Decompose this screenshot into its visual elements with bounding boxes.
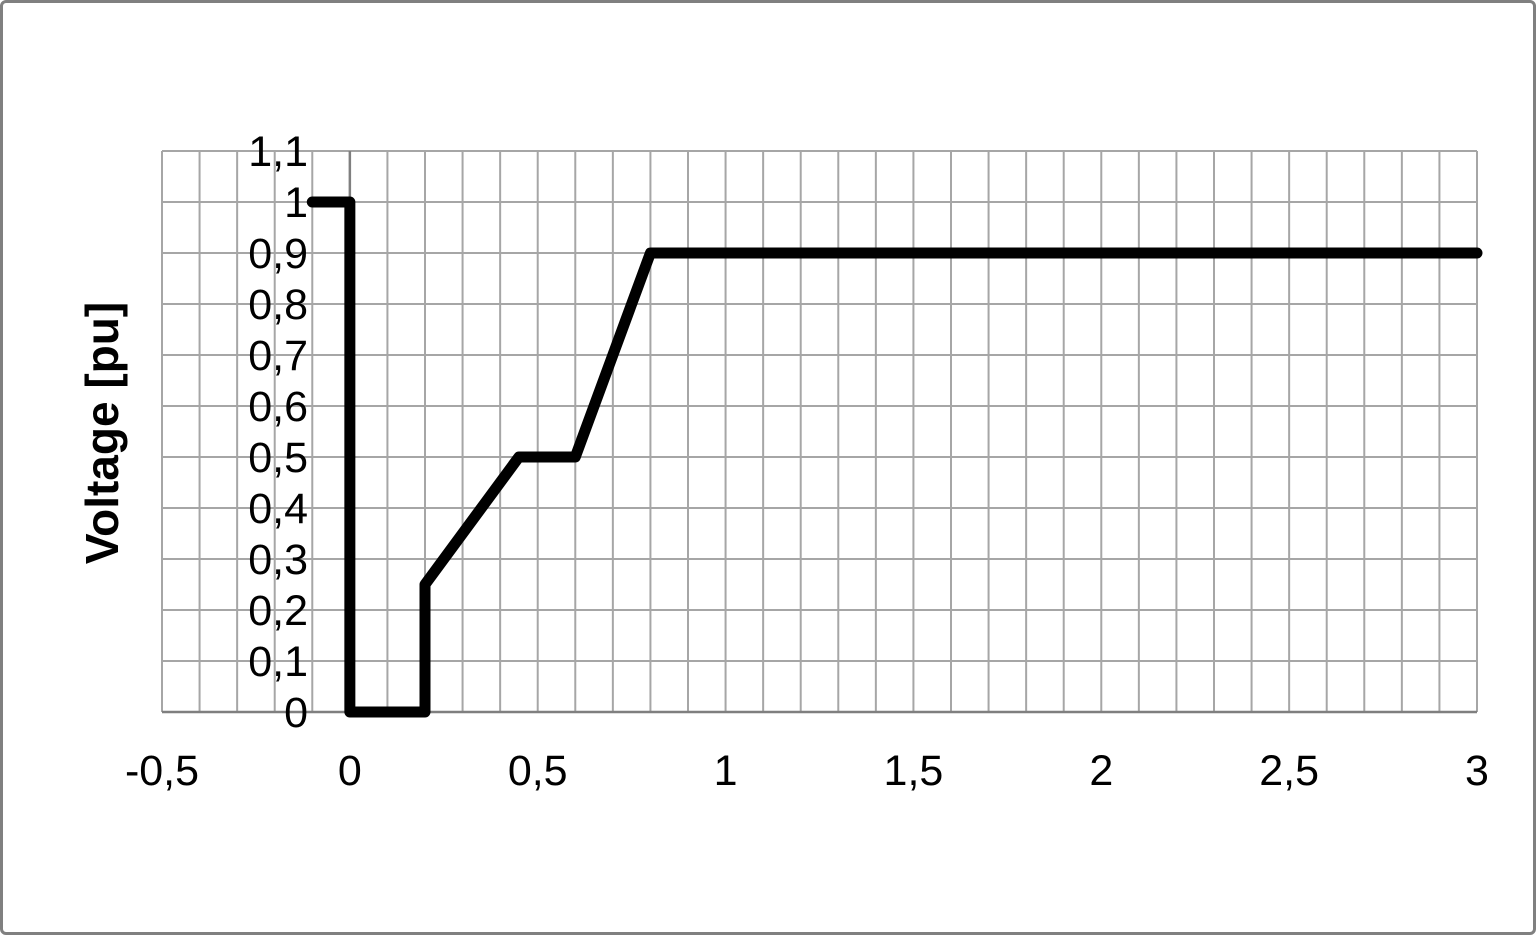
y-tick-label: 1,1 xyxy=(248,128,308,176)
x-tick-label: 0,5 xyxy=(508,747,568,795)
x-tick-label: -0,5 xyxy=(125,747,199,795)
x-tick-label: 2 xyxy=(1089,747,1113,795)
curve-layer xyxy=(306,196,1483,718)
y-tick-label: 0,4 xyxy=(248,485,308,533)
x-tick-labels: -0,5 0 0,5 1 1,5 2 2,5 3 xyxy=(125,747,1489,795)
y-tick-label: 0,7 xyxy=(248,332,308,380)
y-tick-label: 0 xyxy=(284,689,308,737)
y-tick-label: 0,2 xyxy=(248,587,308,635)
y-axis-title: Voltage [pu] xyxy=(76,302,128,564)
y-tick-label: 0,6 xyxy=(248,383,308,431)
y-tick-label: 1 xyxy=(284,179,308,227)
y-tick-label: 0,1 xyxy=(248,638,308,686)
y-tick-label: 0,3 xyxy=(248,536,308,584)
voltage-ride-through-chart: -0,5 0 0,5 1 1,5 2 2,5 3 00,10,20,30,40,50,60,7… xyxy=(76,128,1489,795)
x-tick-label: 3 xyxy=(1465,747,1489,795)
axis-lines xyxy=(162,151,1477,714)
x-tick-label: 1 xyxy=(714,747,738,795)
x-tick-label: 1,5 xyxy=(884,747,944,795)
y-tick-label: 0,5 xyxy=(248,434,308,482)
y-tick-label: 0,9 xyxy=(248,230,308,278)
gridlines xyxy=(161,150,1478,712)
x-tick-label: 2,5 xyxy=(1259,747,1319,795)
x-tick-label: 0 xyxy=(338,747,362,795)
y-tick-labels: 00,10,20,30,40,50,60,70,80,911,1 xyxy=(248,128,308,737)
voltage-ride-through-envelope xyxy=(306,196,1483,718)
y-tick-label: 0,8 xyxy=(248,281,308,329)
